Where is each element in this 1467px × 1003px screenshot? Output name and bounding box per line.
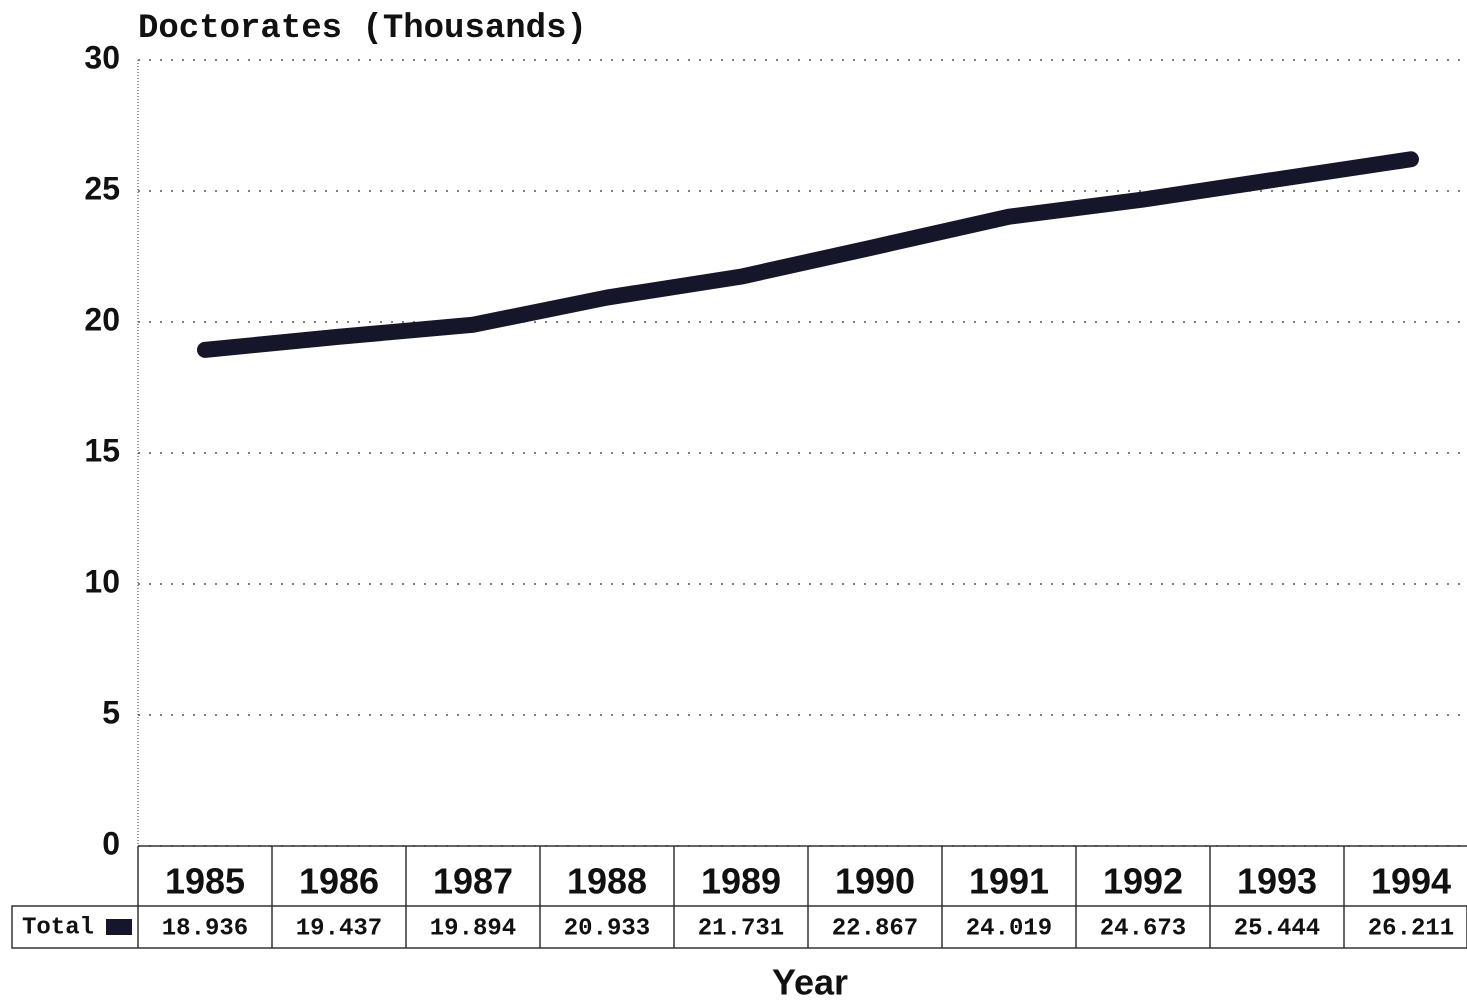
x-axis-label: Year xyxy=(772,962,848,1003)
x-tick-label: 1985 xyxy=(165,861,245,902)
y-tick-label: 0 xyxy=(102,825,120,861)
table-value: 25.444 xyxy=(1234,915,1320,942)
table-value: 19.894 xyxy=(430,915,516,942)
x-tick-label: 1988 xyxy=(567,861,647,902)
table-value: 24.673 xyxy=(1100,915,1186,942)
y-tick-label: 5 xyxy=(102,694,120,730)
x-tick-label: 1987 xyxy=(433,861,513,902)
y-tick-label: 15 xyxy=(84,432,120,468)
table-value: 26.211 xyxy=(1368,915,1454,942)
table-value: 21.731 xyxy=(698,915,784,942)
table-value: 22.867 xyxy=(832,915,918,942)
x-tick-label: 1992 xyxy=(1103,861,1183,902)
x-tick-label: 1991 xyxy=(969,861,1049,902)
x-tick-label: 1989 xyxy=(701,861,781,902)
y-tick-label: 20 xyxy=(84,301,120,337)
x-tick-label: 1990 xyxy=(835,861,915,902)
table-value: 18.936 xyxy=(162,915,248,942)
table-value: 24.019 xyxy=(966,915,1052,942)
legend-label: Total xyxy=(22,914,94,941)
x-tick-label: 1994 xyxy=(1371,861,1451,902)
y-axis-label: Doctorates (Thousands) xyxy=(138,10,587,48)
y-tick-label: 30 xyxy=(84,39,120,75)
table-value: 19.437 xyxy=(296,915,382,942)
y-tick-label: 25 xyxy=(84,170,120,206)
x-tick-label: 1993 xyxy=(1237,861,1317,902)
table-border xyxy=(11,905,1467,949)
line xyxy=(197,151,1419,358)
y-tick-label: 10 xyxy=(84,563,120,599)
x-tick-label: 1986 xyxy=(299,861,379,902)
table-value: 20.933 xyxy=(564,915,650,942)
legend-swatch xyxy=(106,919,132,935)
